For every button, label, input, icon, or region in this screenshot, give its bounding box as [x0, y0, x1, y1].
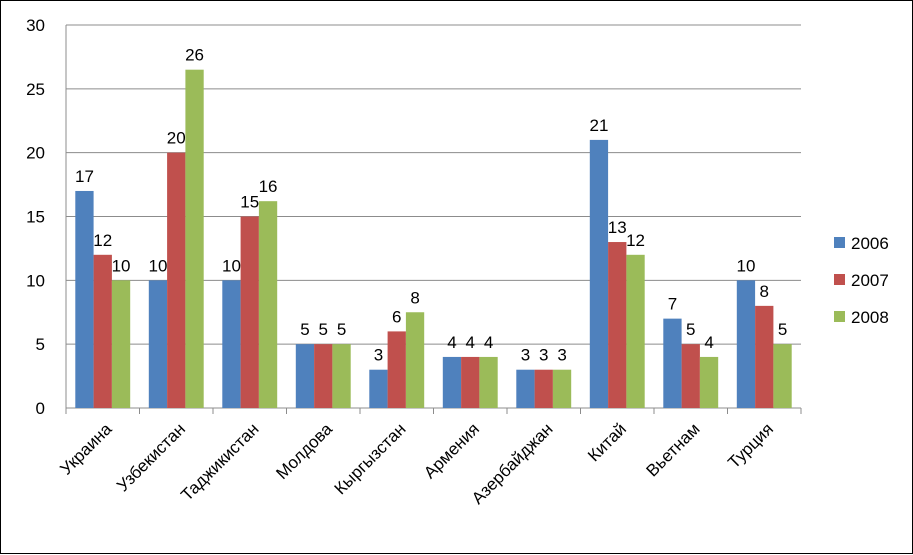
data-label: 13 [608, 218, 627, 237]
bar-2007-7 [608, 242, 627, 408]
data-label: 5 [300, 320, 309, 339]
data-label: 3 [539, 346, 548, 365]
bar-2008-0 [111, 280, 131, 408]
data-label: 5 [686, 320, 695, 339]
bar-2006-5 [442, 356, 462, 408]
bar-2007-1 [167, 152, 186, 408]
y-tick-label: 20 [26, 144, 45, 163]
data-label: 21 [589, 116, 608, 135]
bar-2006-8 [663, 318, 682, 408]
data-label: 5 [337, 320, 346, 339]
bar-2008-1 [185, 69, 204, 408]
data-label: 5 [319, 320, 328, 339]
legend-label: 2006 [851, 234, 889, 253]
data-label: 8 [410, 288, 419, 307]
bar-2007-9 [755, 305, 774, 408]
y-tick-label: 10 [26, 271, 45, 290]
data-label: 15 [240, 193, 259, 212]
data-label: 3 [557, 346, 566, 365]
bar-2006-1 [148, 280, 168, 408]
data-label: 10 [222, 256, 241, 275]
legend-swatch-2006 [834, 237, 845, 248]
data-label: 10 [112, 256, 131, 275]
category-label: Армения [420, 419, 483, 482]
y-tick-label: 15 [26, 208, 45, 227]
bar-2006-3 [295, 344, 315, 408]
category-label: Узбекистан [113, 419, 189, 495]
data-label: 5 [778, 320, 787, 339]
data-label: 6 [392, 307, 401, 326]
bar-2007-2 [240, 216, 259, 408]
category-label: Китай [584, 419, 630, 465]
data-label: 12 [93, 231, 112, 250]
bar-2008-2 [258, 201, 278, 408]
data-label: 16 [259, 177, 278, 196]
data-label: 10 [148, 256, 167, 275]
category-label: Вьетнам [642, 419, 703, 480]
category-label: Таджикистан [177, 419, 262, 504]
legend-swatch-2008 [834, 311, 845, 322]
bar-2007-8 [681, 344, 700, 408]
data-label: 3 [521, 346, 530, 365]
bar-2008-4 [405, 312, 425, 408]
bar-2008-9 [773, 344, 792, 408]
legend-swatch-2007 [834, 274, 845, 285]
y-tick-label: 0 [36, 399, 45, 418]
bar-2007-0 [93, 254, 112, 408]
data-label: 4 [447, 333, 456, 352]
y-tick-label: 30 [26, 16, 45, 35]
bar-2008-7 [626, 254, 645, 408]
data-label: 10 [736, 256, 755, 275]
data-label: 17 [75, 167, 94, 186]
data-label: 20 [167, 129, 186, 148]
bar-2006-2 [222, 280, 241, 408]
data-label: 3 [374, 346, 383, 365]
bar-2006-0 [75, 190, 94, 408]
bar-2006-4 [369, 369, 388, 408]
bar-2007-4 [387, 331, 406, 408]
bar-2008-6 [552, 369, 572, 408]
bar-2006-9 [736, 280, 756, 408]
data-label: 12 [626, 231, 645, 250]
bar-2007-6 [534, 369, 553, 408]
data-label: 4 [484, 333, 493, 352]
bar-2007-3 [314, 344, 333, 408]
category-label: Украина [56, 419, 116, 479]
category-label: Турция [724, 419, 777, 472]
data-label: 8 [760, 282, 769, 301]
category-label: Кыргызстан [331, 419, 410, 498]
bar-2008-3 [332, 344, 351, 408]
data-label: 4 [704, 333, 713, 352]
data-label: 26 [185, 46, 204, 65]
bar-2007-5 [461, 356, 480, 408]
bar-2008-8 [699, 356, 719, 408]
bar-2008-5 [479, 356, 498, 408]
category-label: Молдова [272, 419, 336, 483]
legend-label: 2007 [851, 271, 889, 290]
y-tick-label: 5 [36, 335, 45, 354]
data-label: 7 [668, 295, 677, 314]
legend-label: 2008 [851, 308, 889, 327]
data-label: 4 [466, 333, 475, 352]
y-tick-label: 25 [26, 80, 45, 99]
bar-2006-6 [516, 369, 535, 408]
bar-2006-7 [589, 139, 609, 408]
